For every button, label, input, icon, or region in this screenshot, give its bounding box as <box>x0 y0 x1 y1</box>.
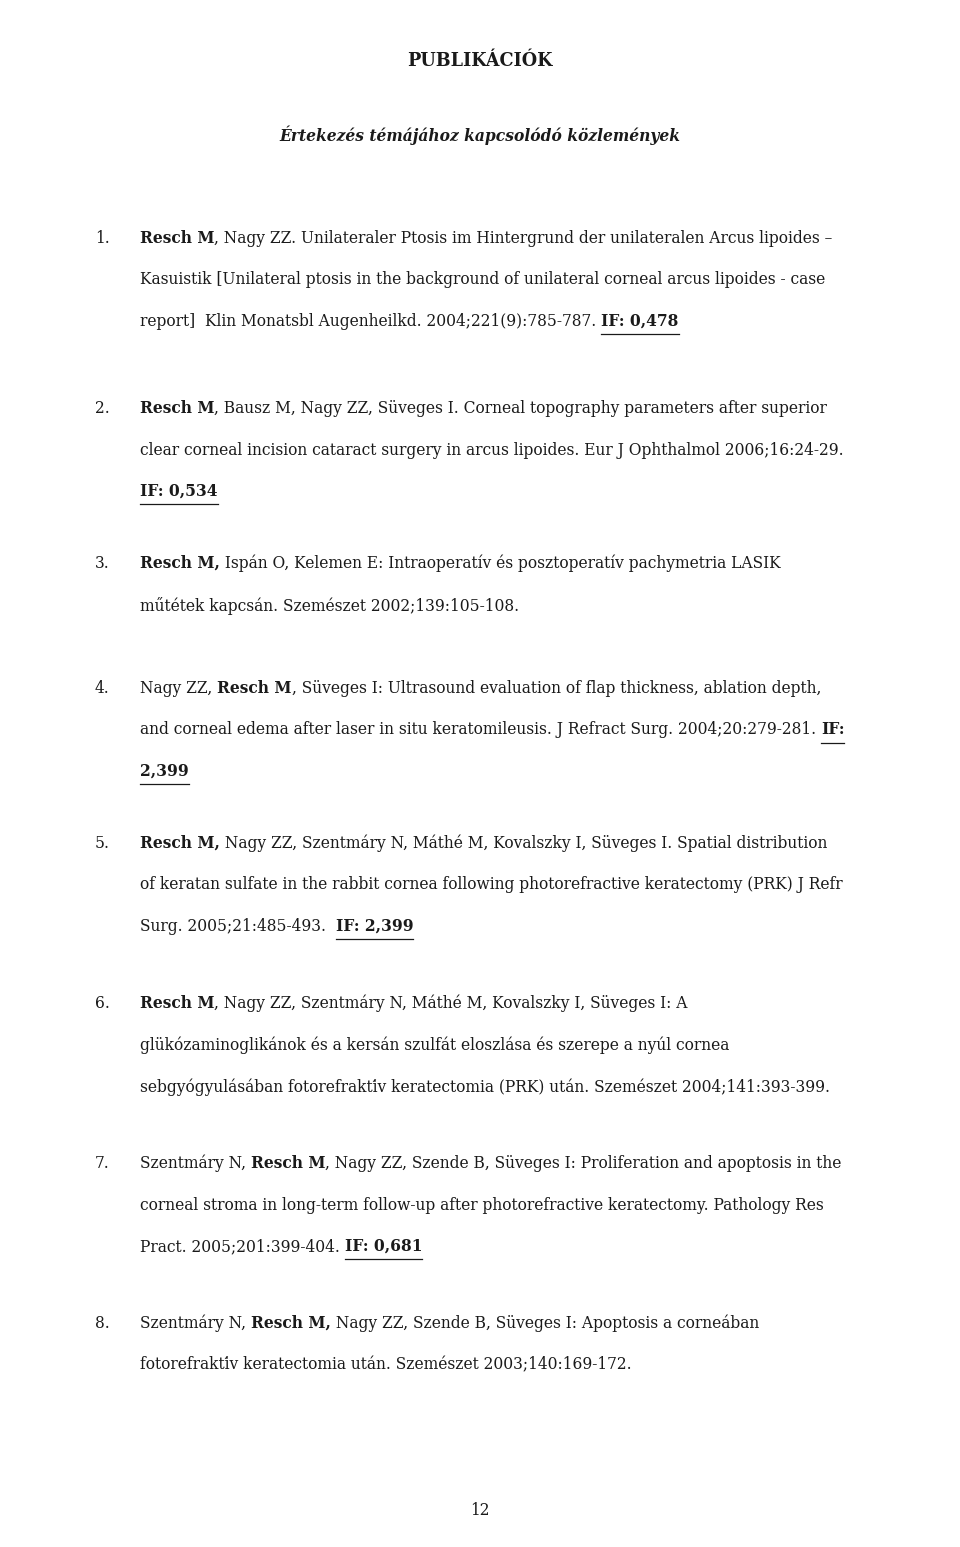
Text: Resch M: Resch M <box>251 1156 325 1173</box>
Text: 4.: 4. <box>95 681 109 698</box>
Text: IF: 0,478: IF: 0,478 <box>601 312 679 330</box>
Text: 5.: 5. <box>95 835 110 852</box>
Text: of keratan sulfate in the rabbit cornea following photorefractive keratectomy (P: of keratan sulfate in the rabbit cornea … <box>140 877 843 894</box>
Text: Kasuistik [Unilateral ptosis in the background of unilateral corneal arcus lipoi: Kasuistik [Unilateral ptosis in the back… <box>140 272 826 288</box>
Text: 2.: 2. <box>95 401 109 418</box>
Text: fotorefraktív keratectomia után. Szemészet 2003;140:169-172.: fotorefraktív keratectomia után. Szemés… <box>140 1357 632 1374</box>
Text: Nagy ZZ, Szentmáry N, Máthé M, Kovalszky I, Süveges I. Spatial distribution: Nagy ZZ, Szentmáry N, Máthé M, Kovalszky… <box>220 835 828 852</box>
Text: IF: 0,681: IF: 0,681 <box>345 1238 422 1255</box>
Text: IF: 2,399: IF: 2,399 <box>336 917 414 934</box>
Text: 6.: 6. <box>95 995 109 1012</box>
Text: Szentmáry N,: Szentmáry N, <box>140 1156 251 1173</box>
Text: 2,399: 2,399 <box>140 763 189 780</box>
Text: Resch M: Resch M <box>140 231 214 248</box>
Text: 1.: 1. <box>95 231 109 248</box>
Text: , Nagy ZZ, Szende B, Süveges I: Proliferation and apoptosis in the: , Nagy ZZ, Szende B, Süveges I: Prolifer… <box>325 1156 842 1173</box>
Text: , Nagy ZZ. Unilateraler Ptosis im Hintergrund der unilateralen Arcus lipoides –: , Nagy ZZ. Unilateraler Ptosis im Hinter… <box>214 231 832 248</box>
Text: 3.: 3. <box>95 555 109 572</box>
Text: IF:: IF: <box>821 721 845 738</box>
Text: PUBLIKÁCIÓK: PUBLIKÁCIÓK <box>407 53 553 70</box>
Text: Nagy ZZ, Szende B, Süveges I: Apoptosis a corneában: Nagy ZZ, Szende B, Süveges I: Apoptosis … <box>331 1315 759 1332</box>
Text: Resch M,: Resch M, <box>140 835 220 852</box>
Text: Resch M: Resch M <box>140 995 214 1012</box>
Text: 8.: 8. <box>95 1315 109 1332</box>
Text: 7.: 7. <box>95 1156 109 1173</box>
Text: and corneal edema after laser in situ keratomileusis. J Refract Surg. 2004;20:27: and corneal edema after laser in situ ke… <box>140 721 821 738</box>
Text: sebgyógyulásában fotorefraktív keratectomia (PRK) után. Szemészet 2004;141:393-: sebgyógyulásában fotorefraktív keratect… <box>140 1078 830 1095</box>
Text: Resch M,: Resch M, <box>251 1315 331 1332</box>
Text: Resch M: Resch M <box>217 681 292 698</box>
Text: Szentmáry N,: Szentmáry N, <box>140 1315 251 1332</box>
Text: Pract. 2005;201:399-404.: Pract. 2005;201:399-404. <box>140 1238 345 1255</box>
Text: , Süveges I: Ultrasound evaluation of flap thickness, ablation depth,: , Süveges I: Ultrasound evaluation of fl… <box>292 681 821 698</box>
Text: Resch M,: Resch M, <box>140 555 220 572</box>
Text: clear corneal incision cataract surgery in arcus lipoides. Eur J Ophthalmol 2006: clear corneal incision cataract surgery … <box>140 441 844 458</box>
Text: műtétek kapcsán. Szemészet 2002;139:105-108.: műtétek kapcsán. Szemészet 2002;139:105-… <box>140 597 519 614</box>
Text: Surg. 2005;21:485-493.: Surg. 2005;21:485-493. <box>140 917 336 934</box>
Text: report]  Klin Monatsbl Augenheilkd. 2004;221(9):785-787.: report] Klin Monatsbl Augenheilkd. 2004;… <box>140 312 601 330</box>
Text: glükózaminoglikánok és a kersán szulfát eloszlása és szerepe a nyúl cornea: glükózaminoglikánok és a kersán szulfát … <box>140 1036 730 1054</box>
Text: Resch M: Resch M <box>140 401 214 418</box>
Text: Ispán O, Kelemen E: Intraoperatív és posztoperatív pachymetria LASIK: Ispán O, Kelemen E: Intraoperatív és pos… <box>220 555 780 572</box>
Text: Nagy ZZ,: Nagy ZZ, <box>140 681 217 698</box>
Text: corneal stroma in long-term follow-up after photorefractive keratectomy. Patholo: corneal stroma in long-term follow-up af… <box>140 1196 824 1213</box>
Text: Értekezés témájához kapcsolódó közlemények: Értekezés témájához kapcsolódó közlemény… <box>279 125 681 144</box>
Text: IF: 0,534: IF: 0,534 <box>140 483 218 500</box>
Text: , Bausz M, Nagy ZZ, Süveges I. Corneal topography parameters after superior: , Bausz M, Nagy ZZ, Süveges I. Corneal t… <box>214 401 828 418</box>
Text: 12: 12 <box>470 1502 490 1519</box>
Text: , Nagy ZZ, Szentmáry N, Máthé M, Kovalszky I, Süveges I: A: , Nagy ZZ, Szentmáry N, Máthé M, Kovalsz… <box>214 995 688 1012</box>
